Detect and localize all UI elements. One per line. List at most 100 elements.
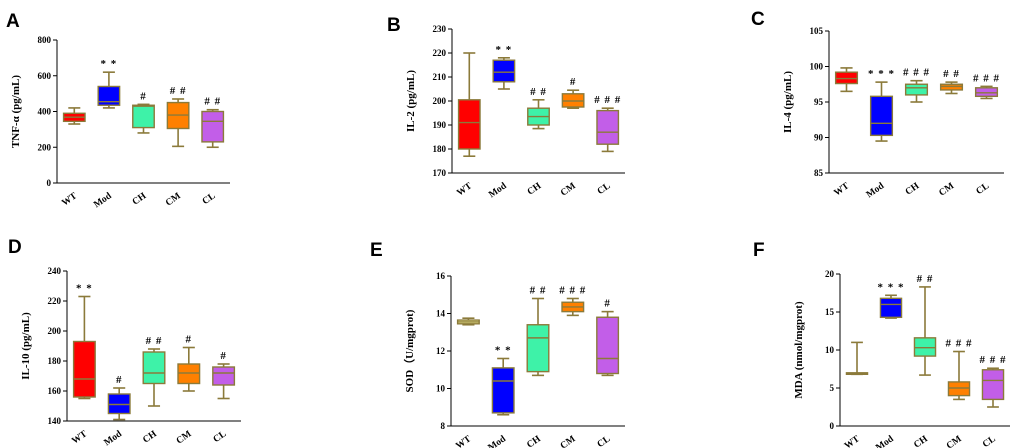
significance-marker: * * xyxy=(496,44,513,56)
x-tick-label: CM xyxy=(945,434,964,448)
y-axis-label: SOD（U/mgprot) xyxy=(403,309,416,392)
box-iqr xyxy=(526,324,550,373)
box-cl: # xyxy=(596,298,620,377)
significance-marker: # # xyxy=(530,86,547,98)
box-wt xyxy=(845,341,869,376)
x-tick-label: WT xyxy=(833,181,852,199)
y-tick-label: 0 xyxy=(47,178,52,188)
y-tick-label: 10 xyxy=(436,384,446,394)
y-tick-label: 200 xyxy=(433,96,447,106)
significance-marker: # xyxy=(220,350,227,362)
y-tick-label: 12 xyxy=(436,346,446,356)
x-tick-label: WT xyxy=(70,429,89,447)
panel-letter: A xyxy=(6,11,20,32)
y-tick-label: 10 xyxy=(825,345,835,355)
y-tick-label: 16 xyxy=(436,271,446,281)
box-iqr xyxy=(981,369,1005,401)
x-tick-label: Mod xyxy=(103,429,125,448)
significance-marker: # # xyxy=(530,285,547,297)
y-tick-label: 180 xyxy=(48,356,62,366)
x-tick-label: CH xyxy=(904,181,922,198)
x-tick-label: Mod xyxy=(874,434,896,448)
x-tick-label: CL xyxy=(596,181,613,197)
box-cl: # xyxy=(212,350,236,400)
x-tick-label: CL xyxy=(596,434,613,448)
box-wt: * * xyxy=(72,283,96,400)
panel-letter: E xyxy=(370,240,383,261)
box-iqr xyxy=(492,59,516,83)
box-iqr xyxy=(107,393,131,415)
significance-marker: * * xyxy=(495,345,512,357)
box-mod: * * xyxy=(492,44,516,90)
significance-marker: # # xyxy=(146,335,163,347)
panel-f: F 0 5 10 15 20 MDA (nmol/mgprot) WT * * * Mod # # C… xyxy=(753,240,1010,448)
significance-marker: # # # xyxy=(946,338,973,350)
significance-marker: * * * xyxy=(868,68,895,80)
box-iqr xyxy=(97,85,121,106)
y-tick-label: 220 xyxy=(433,48,447,58)
box-mod: * * * xyxy=(868,68,895,142)
significance-marker: # xyxy=(570,76,577,88)
box-mod: # xyxy=(107,374,131,421)
x-tick-label: CL xyxy=(981,434,998,448)
y-axis-label: MDA (nmol/mgprot) xyxy=(793,301,805,399)
y-tick-label: 180 xyxy=(433,144,447,154)
box-mod: * * xyxy=(97,58,121,109)
significance-marker: # xyxy=(140,90,147,102)
panel-letter: D xyxy=(8,237,22,258)
x-tick-label: WT xyxy=(455,181,474,199)
x-tick-label: CM xyxy=(938,181,957,198)
significance-marker: # # xyxy=(170,85,187,97)
x-tick-label: Mod xyxy=(487,434,509,448)
significance-marker: # # xyxy=(943,68,960,80)
box-iqr xyxy=(212,366,236,386)
panel-d: D 140 160 180 200 220 240 IL-10 (pg/mL) * * WT # Mo… xyxy=(8,237,241,448)
x-tick-label: WT xyxy=(843,434,862,448)
box-iqr xyxy=(939,83,964,91)
box-iqr xyxy=(177,363,201,385)
y-tick-label: 190 xyxy=(433,120,447,130)
x-tick-label: CH xyxy=(131,191,149,208)
y-axis-label: IL-2 (pg/mL) xyxy=(405,70,417,132)
box-mod: * * xyxy=(491,345,515,416)
box-iqr xyxy=(869,95,894,137)
box-iqr xyxy=(132,104,155,129)
x-tick-label: CL xyxy=(201,191,218,207)
box-ch: # xyxy=(132,90,155,134)
box-wt xyxy=(834,67,859,93)
box-iqr xyxy=(947,381,971,397)
y-tick-label: 230 xyxy=(433,24,447,34)
significance-marker: # xyxy=(116,374,123,386)
y-axis-label: IL-10 (pg/mL) xyxy=(20,312,32,380)
significance-marker: # # # xyxy=(594,94,621,106)
x-tick-label: Mod xyxy=(487,181,509,201)
panel-e: E 8 10 12 14 16 SOD（U/mgprot) WT * * Mod # # CH # # … xyxy=(370,240,625,448)
y-tick-label: 5 xyxy=(830,383,835,393)
y-tick-label: 400 xyxy=(38,107,52,117)
box-cm: # # xyxy=(939,68,964,95)
box-mod: * * * xyxy=(878,281,904,319)
significance-marker: # # # xyxy=(559,285,586,297)
y-tick-label: 220 xyxy=(48,296,62,306)
box-cm: # # # xyxy=(946,338,973,401)
significance-marker: # xyxy=(604,298,611,310)
x-tick-label: CH xyxy=(141,429,159,446)
y-tick-label: 200 xyxy=(38,142,52,152)
x-tick-label: CM xyxy=(559,181,578,198)
y-tick-label: 8 xyxy=(441,421,446,431)
box-cl: # # # xyxy=(980,354,1006,408)
box-ch: # # xyxy=(526,285,550,377)
x-tick-label: CM xyxy=(559,434,578,448)
y-tick-label: 200 xyxy=(48,326,62,336)
y-tick-label: 100 xyxy=(810,62,824,72)
box-wt xyxy=(62,107,86,125)
box-iqr xyxy=(72,340,96,398)
panel-letter: F xyxy=(753,240,765,261)
significance-marker: * * xyxy=(76,283,93,295)
x-tick-label: CL xyxy=(212,429,229,445)
x-tick-label: CH xyxy=(912,434,930,448)
x-tick-label: CH xyxy=(526,181,544,198)
y-tick-label: 210 xyxy=(433,72,447,82)
box-iqr xyxy=(834,71,859,85)
